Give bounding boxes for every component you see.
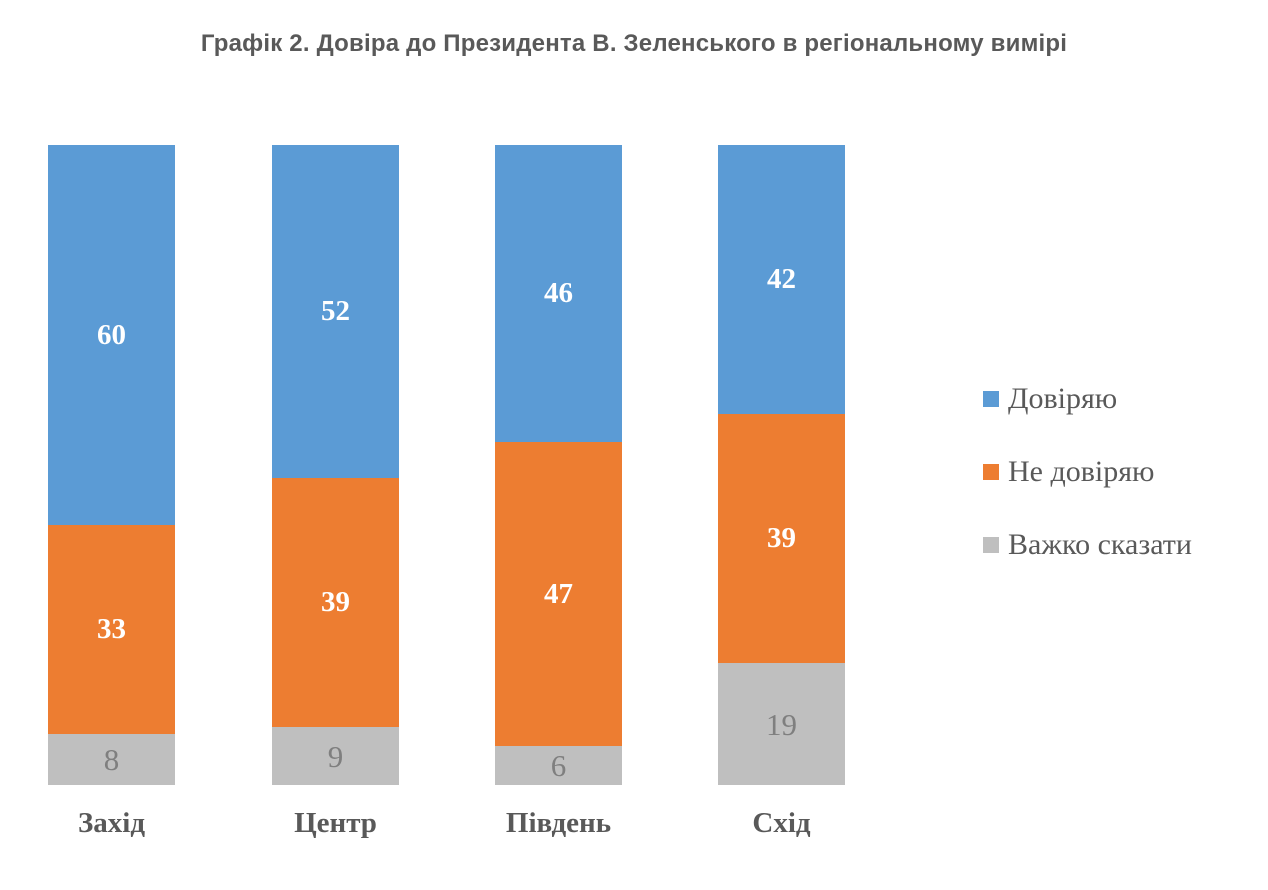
- value-label: 52: [321, 294, 350, 327]
- value-label: 39: [767, 522, 796, 555]
- chart-title: Графік 2. Довіра до Президента В. Зеленс…: [200, 30, 1068, 57]
- category-label-Центр: Центр: [294, 807, 377, 839]
- value-label: 39: [321, 586, 350, 619]
- bar-Захід: 60 33 8 Захід: [48, 145, 175, 839]
- value-label: 9: [327, 738, 344, 774]
- bar-segment-Довіряю: 42: [718, 145, 845, 414]
- legend-swatch-icon: [983, 391, 999, 407]
- legend-label: Важко сказати: [1008, 528, 1192, 561]
- bar-segment-Довіряю: 52: [272, 145, 399, 478]
- value-label: 8: [103, 742, 120, 778]
- legend-item-Довіряю: Довіряю: [983, 384, 1192, 414]
- legend-item-Не довіряю: Не довіряю: [983, 457, 1192, 487]
- bar-segment-Важко сказати: 19: [718, 663, 845, 785]
- plot-area: 60 33 8 Захід 52 39 9 Центр 46 47 6 Південь 42 39 19 Сх…: [0, 145, 900, 839]
- bar-segment-Не довіряю: 39: [718, 413, 845, 664]
- value-label: 46: [544, 277, 573, 310]
- bar-segment-Важко сказати: 6: [495, 746, 622, 785]
- bar-Центр: 52 39 9 Центр: [272, 145, 399, 839]
- bar-Схід: 42 39 19 Схід: [718, 145, 845, 839]
- bar-segment-Важко сказати: 9: [272, 727, 399, 785]
- value-label: 47: [544, 577, 573, 610]
- legend-swatch-icon: [983, 537, 999, 553]
- bar-Південь: 46 47 6 Південь: [495, 145, 622, 839]
- legend: Довіряю Не довіряю Важко сказати: [983, 384, 1192, 560]
- bar-segment-Не довіряю: 47: [495, 442, 622, 747]
- bar-segment-Довіряю: 46: [495, 145, 622, 443]
- value-label: 33: [97, 613, 126, 646]
- value-label: 42: [767, 262, 796, 295]
- legend-item-Важко сказати: Важко сказати: [983, 530, 1192, 560]
- bar-segment-Не довіряю: 33: [48, 525, 175, 735]
- bar-segment-Важко сказати: 8: [48, 734, 175, 785]
- legend-label: Довіряю: [1008, 382, 1118, 415]
- value-label: 19: [766, 706, 797, 742]
- category-label-Захід: Захід: [77, 807, 146, 839]
- value-label: 60: [97, 318, 126, 351]
- bar-segment-Не довіряю: 39: [272, 477, 399, 728]
- bar-segment-Довіряю: 60: [48, 145, 175, 526]
- category-label-Схід: Схід: [752, 807, 811, 839]
- legend-swatch-icon: [983, 464, 999, 480]
- legend-label: Не довіряю: [1008, 455, 1155, 488]
- category-label-Південь: Південь: [505, 807, 612, 839]
- value-label: 6: [550, 748, 567, 784]
